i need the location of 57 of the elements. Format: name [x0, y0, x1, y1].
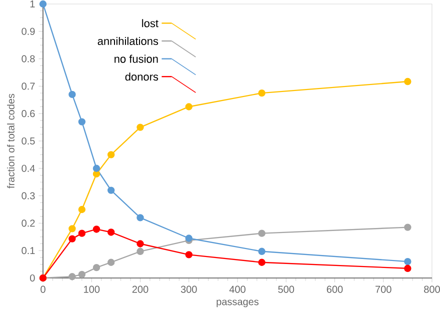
point: [107, 186, 115, 194]
point: [136, 240, 144, 248]
x-tick-label: 500: [278, 286, 294, 293]
x-tick-label: 400: [229, 286, 246, 293]
y-tick-label: 1: [30, 0, 35, 8]
point: [78, 230, 86, 237]
point: [68, 90, 76, 98]
legend-label: donors: [125, 72, 158, 81]
x-axis-title: passages: [216, 300, 259, 308]
point: [92, 226, 100, 233]
y-tick-label: 0.8: [22, 55, 35, 62]
point: [39, 0, 47, 8]
point: [68, 273, 76, 280]
point: [68, 235, 76, 242]
point: [107, 228, 115, 236]
point: [107, 151, 115, 158]
x-tick-label: 600: [326, 286, 343, 293]
point: [78, 206, 86, 214]
x-tick-label: 300: [180, 286, 197, 293]
legend-label: annihilations: [98, 36, 158, 46]
y-tick-label: 0.6: [22, 110, 35, 118]
y-tick-label: 0: [30, 274, 35, 282]
x-tick-label: 700: [376, 286, 392, 293]
x-tick-label: 0: [40, 286, 46, 293]
point: [185, 251, 192, 258]
point: [136, 214, 144, 222]
x-tick-label: 200: [132, 286, 148, 293]
y-tick-label: 0.5: [22, 137, 35, 145]
point: [404, 258, 412, 266]
y-axis-title: fraction of total codes: [7, 94, 14, 188]
point: [404, 264, 412, 272]
point: [68, 225, 76, 232]
point: [185, 103, 192, 110]
point: [404, 78, 412, 86]
y-tick-label: 0.1: [22, 247, 35, 254]
point: [258, 89, 266, 97]
point: [258, 248, 266, 256]
point: [258, 230, 266, 237]
point: [404, 224, 412, 231]
point: [78, 270, 86, 278]
legend-label: no fusion: [114, 54, 158, 63]
point: [78, 118, 86, 126]
y-tick-label: 0.9: [22, 28, 35, 35]
y-tick-label: 0.3: [22, 192, 35, 200]
legend-label: lost: [142, 19, 158, 28]
point: [258, 258, 266, 266]
y-tick-label: 0.2: [22, 220, 35, 227]
point: [185, 234, 192, 242]
y-tick-label: 0.4: [22, 164, 35, 172]
x-tick-label: 800: [424, 286, 440, 293]
point: [92, 264, 100, 272]
point: [136, 124, 144, 131]
x-tick-label: 100: [84, 286, 100, 293]
point: [107, 258, 115, 266]
y-tick-label: 0.7: [22, 82, 35, 90]
point: [92, 164, 100, 172]
point: [136, 248, 144, 256]
